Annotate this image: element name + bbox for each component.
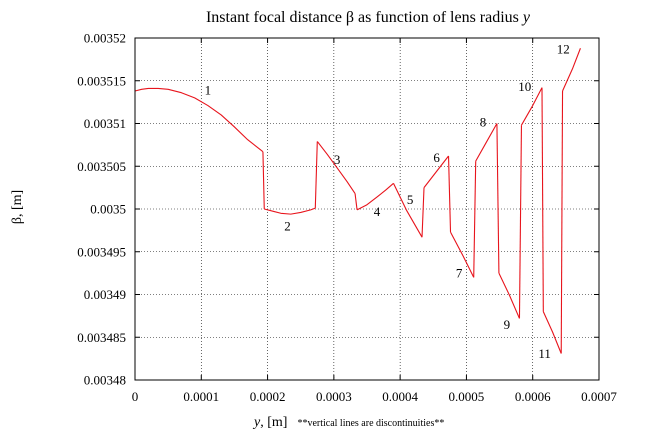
line-segment — [520, 87, 543, 126]
line-segment — [354, 193, 358, 210]
annotation-label: 9 — [504, 317, 511, 332]
line-segment — [421, 187, 425, 238]
x-axis-label-variable: y — [252, 415, 261, 430]
y-tick-label: 0.00348 — [84, 373, 126, 388]
x-tick-label: 0.0007 — [581, 389, 617, 404]
chart-title-main: Instant focal distance β as function of … — [206, 9, 523, 26]
line-segment — [542, 311, 562, 354]
line-segment — [496, 123, 500, 274]
line-segment — [314, 141, 318, 209]
y-tick-label: 0.00349 — [84, 287, 126, 302]
annotation-label: 4 — [374, 204, 381, 219]
annotation-label: 2 — [284, 219, 291, 234]
y-tick-label: 0.00352 — [84, 31, 126, 46]
line-segment — [450, 231, 475, 278]
line-segment — [518, 125, 522, 319]
annotation-label: 5 — [407, 192, 414, 207]
annotation-label: 8 — [480, 114, 487, 129]
annotation-label: 7 — [456, 266, 463, 281]
x-tick-label: 0.0006 — [515, 389, 551, 404]
y-tick-label: 0.00351 — [84, 116, 126, 131]
chart-title: Instant focal distance β as function of … — [206, 9, 531, 26]
line-segment — [423, 155, 449, 188]
y-tick-label: 0.003495 — [77, 244, 126, 259]
series-line — [134, 48, 581, 354]
y-tick-labels: 0.00348 0.003485 0.00349 0.003495 0.0035 0.00… — [77, 31, 126, 388]
annotation-label: 11 — [538, 346, 551, 361]
x-tick-label: 0.0005 — [449, 389, 485, 404]
annotation-label: 12 — [557, 42, 570, 57]
line-segment — [562, 48, 581, 92]
line-segment — [316, 141, 356, 194]
line-segment — [447, 155, 452, 233]
x-axis-note: **vertical lines are discontinuities** — [297, 418, 444, 429]
annotation-label: 3 — [334, 152, 341, 167]
line-segment — [393, 183, 423, 238]
line-segment — [356, 182, 394, 211]
x-tick-label: 0 — [132, 389, 139, 404]
line-segment — [541, 87, 544, 312]
line-segment — [262, 151, 265, 210]
y-tick-label: 0.003515 — [77, 73, 126, 88]
line-segment — [560, 91, 564, 354]
annotation-label: 6 — [433, 150, 440, 165]
chart-title-variable: y — [521, 9, 531, 26]
x-tick-label: 0.0002 — [250, 389, 286, 404]
line-segment — [475, 123, 498, 162]
annotation-label: 10 — [518, 79, 531, 94]
y-tick-label: 0.003485 — [77, 330, 126, 345]
x-tick-label: 0.0004 — [382, 389, 418, 404]
y-axis-label: β, [m] — [10, 190, 25, 224]
line-segment — [473, 161, 477, 278]
x-tick-label: 0.0003 — [316, 389, 352, 404]
annotation-label: 1 — [205, 83, 212, 98]
grid — [135, 38, 599, 380]
line-segment — [264, 207, 316, 215]
x-tick-labels: 0 0.0001 0.0002 0.0003 0.0004 0.0005 0.0006 0.0… — [132, 389, 618, 404]
line-segment — [134, 87, 264, 153]
y-tick-label: 0.0035 — [90, 202, 126, 217]
x-tick-label: 0.0001 — [183, 389, 219, 404]
x-axis-label: y, [m] **vertical lines are discontinuiti… — [252, 415, 444, 430]
plot-frame — [134, 37, 600, 381]
y-tick-label: 0.003505 — [77, 159, 126, 174]
line-segment — [498, 272, 520, 319]
x-axis-label-unit: , [m] — [260, 415, 287, 430]
